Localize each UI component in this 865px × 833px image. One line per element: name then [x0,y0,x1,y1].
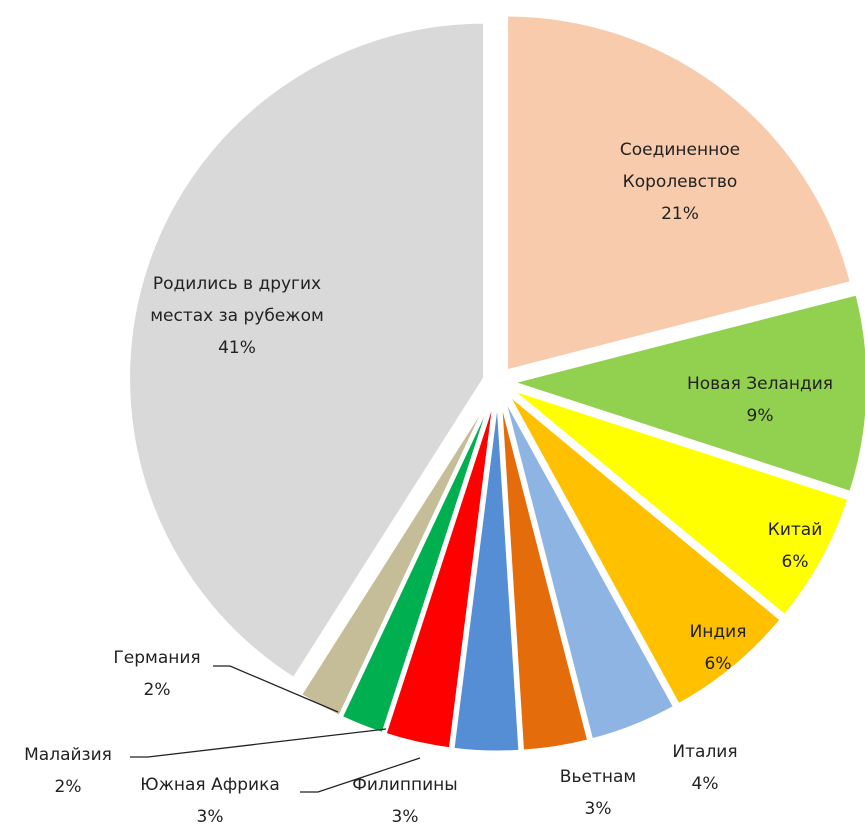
leader-lines [130,665,421,793]
pie-slice [505,13,854,373]
slice-label: Китай 6% [735,514,855,578]
slice-value: 4% [691,774,719,794]
slice-value: 6% [704,654,732,674]
slice-value: 3% [196,807,224,827]
slice-value: 2% [143,680,171,700]
slice-name: Вьетнам [559,767,637,787]
pie-slice [498,395,591,753]
slice-label: Соединенное Королевство 21% [595,134,765,230]
leader-line [213,665,339,713]
slice-name: Южная Африка [140,775,280,795]
leader-line [300,757,421,793]
slice-name: Германия [113,648,201,668]
slice-label: Малайзия 2% [8,739,128,803]
slice-value: 9% [746,406,774,426]
slice-value: 41% [218,338,256,358]
slice-name: Малайзия [24,745,112,765]
slice-name: Новая Зеландия [686,374,834,394]
pie-slice [127,20,487,681]
slice-name: Китай [767,520,823,540]
slice-value: 21% [661,204,699,224]
slice-name: Италия [672,742,738,762]
slice-label: Вьетнам 3% [538,761,658,825]
slice-value: 6% [781,552,809,572]
pie-slice [451,395,522,754]
pie-slice [339,394,495,736]
slice-value: 3% [584,799,612,819]
slice-label: Италия 4% [645,736,765,800]
pie-slice [505,391,784,707]
slice-label: Индия 6% [658,616,778,680]
pie-slice [509,387,851,618]
pie-slice [298,393,493,719]
leader-line [130,728,387,758]
pie-slice [383,395,497,751]
slice-label: Филиппины 3% [335,769,475,833]
slice-name: Родились в других местах за рубежом [150,274,324,326]
slice-name: Соединенное Королевство [619,140,741,192]
slice-label: Родились в других местах за рубежом 41% [132,268,342,364]
pie-slice [501,394,677,742]
slice-label: Германия 2% [97,642,217,706]
slice-name: Филиппины [352,775,458,795]
slice-name: Индия [689,622,747,642]
slice-label: Новая Зеландия 9% [660,368,860,432]
slice-value: 3% [391,807,419,827]
slice-label: Южная Африка 3% [120,769,300,833]
pie-slice [506,292,865,495]
slice-value: 2% [54,777,82,797]
